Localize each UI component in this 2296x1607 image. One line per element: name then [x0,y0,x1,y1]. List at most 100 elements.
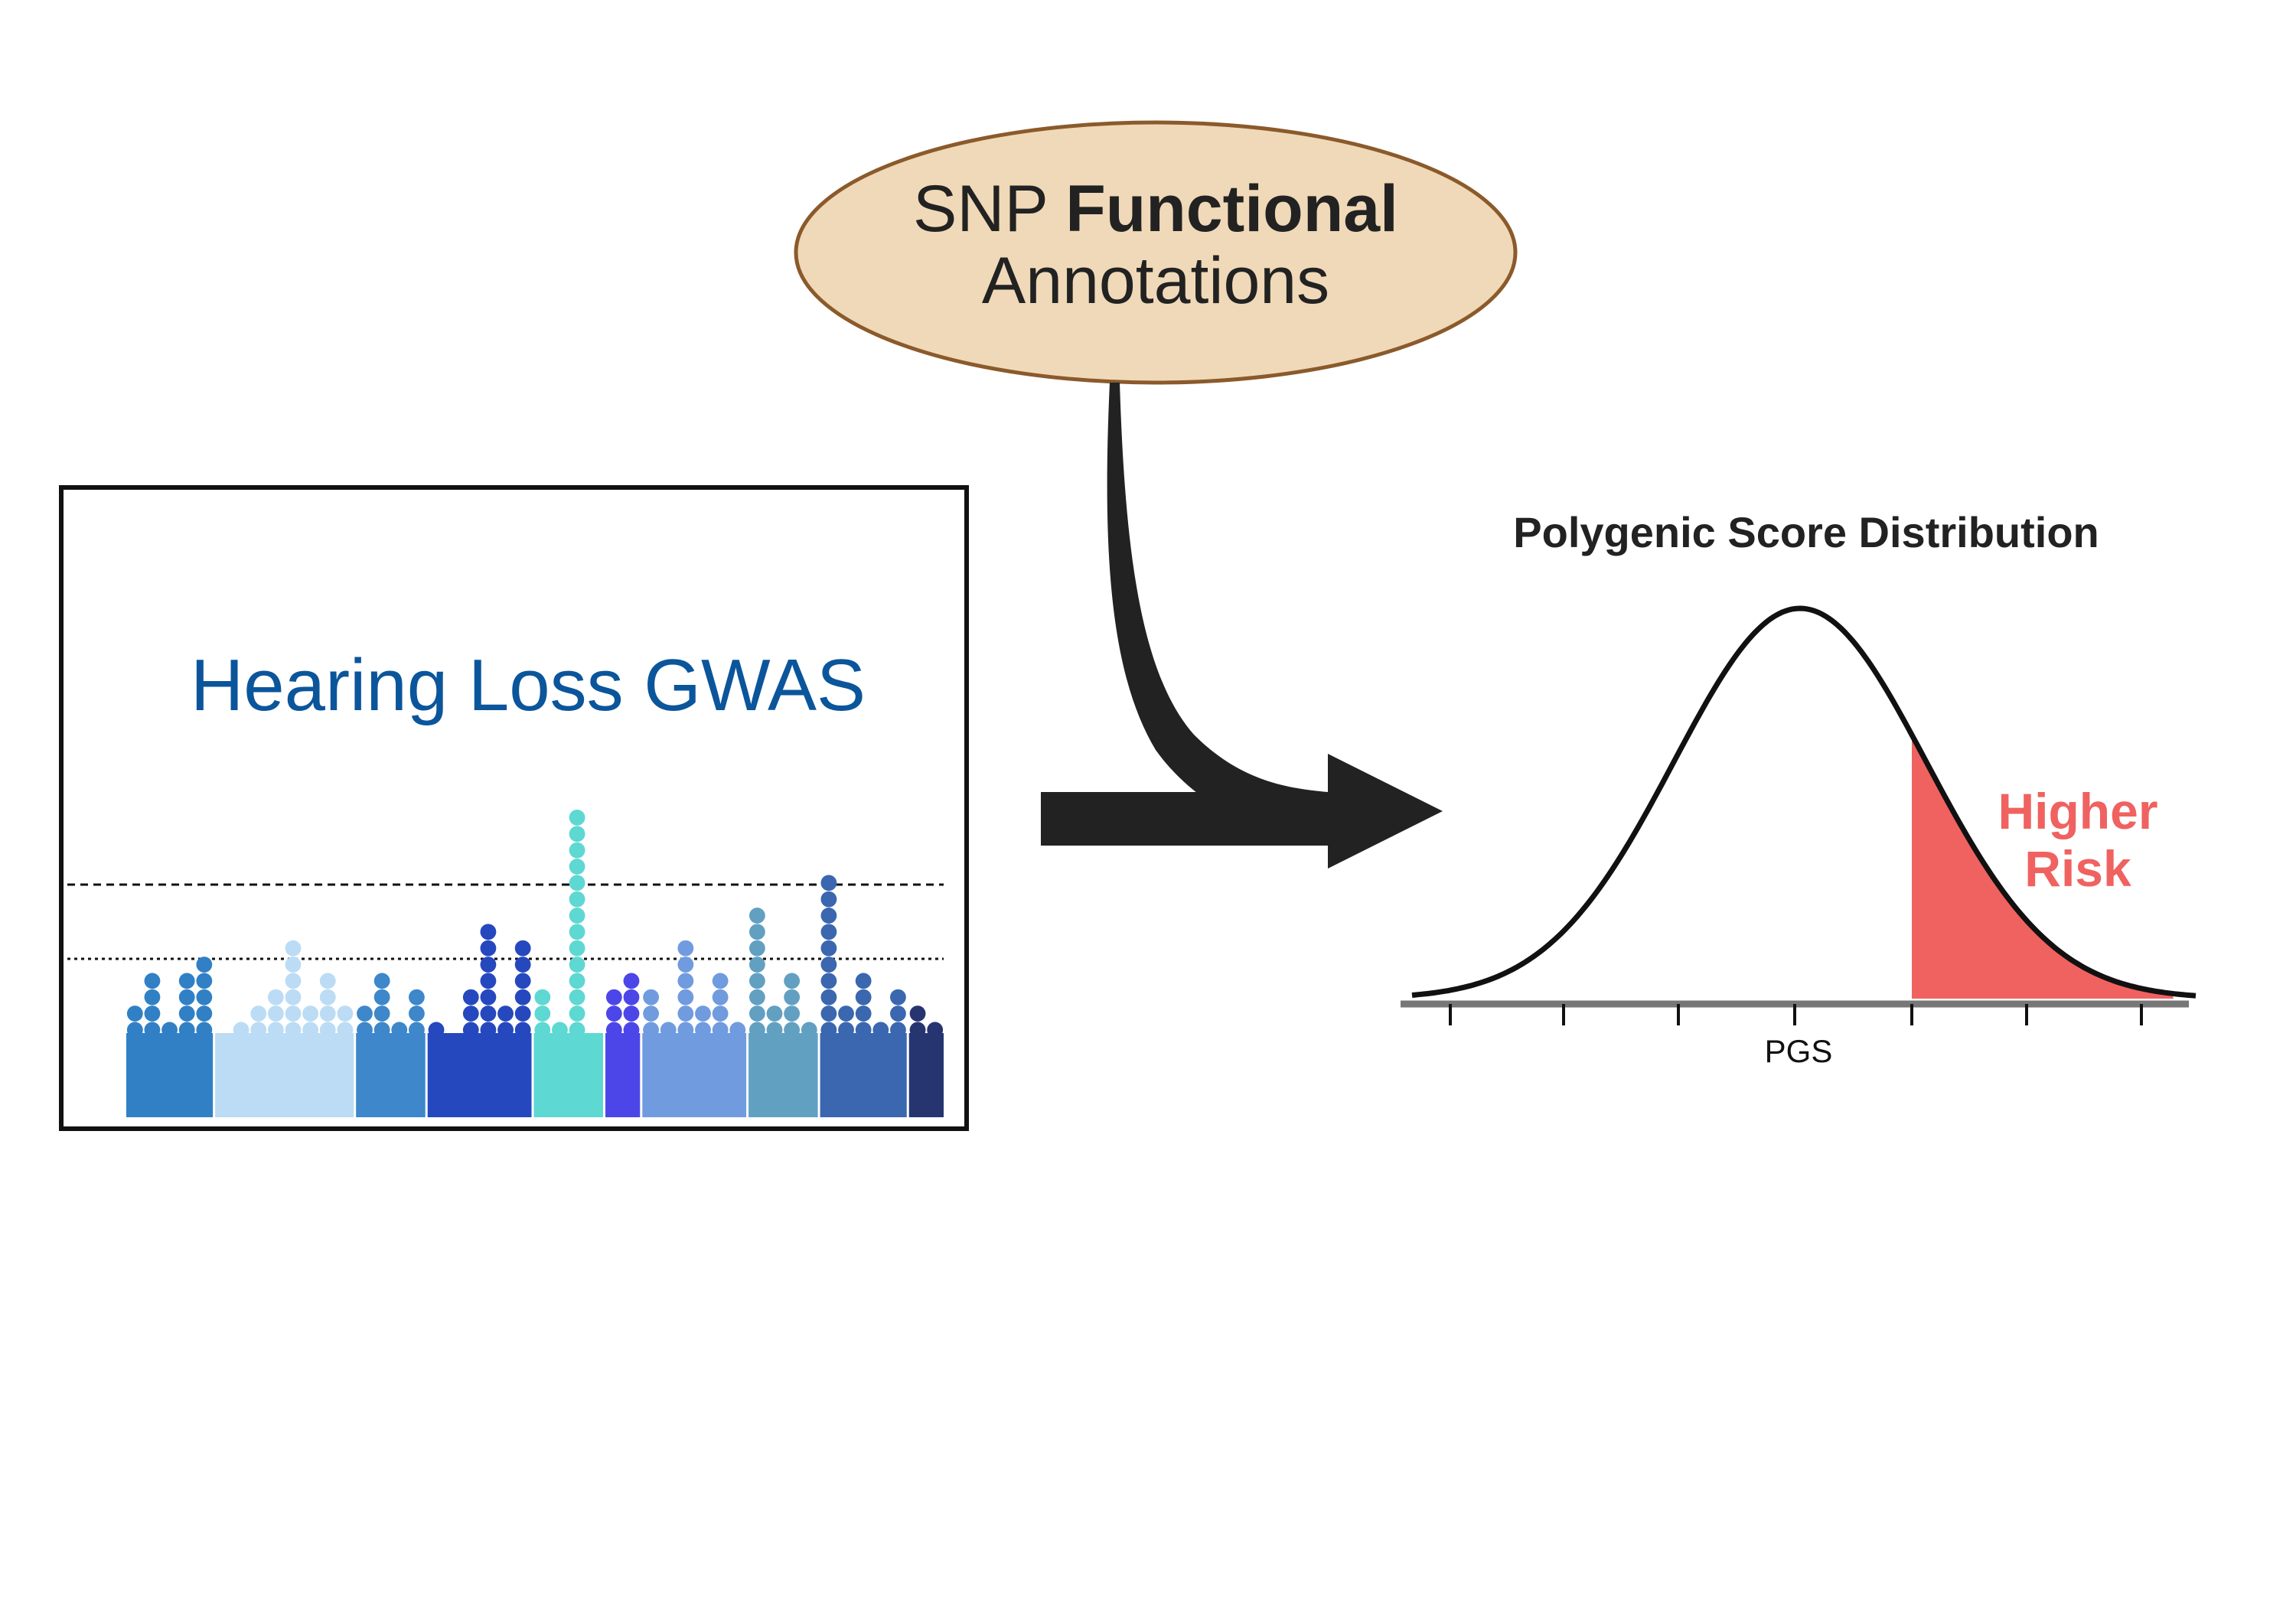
snp-point [569,891,585,908]
snp-point [514,1022,531,1038]
annotation-line2: Annotations [982,244,1329,318]
snp-point [337,1006,354,1022]
snp-point [373,989,390,1006]
pgs-title: Polygenic Score Distribution [1513,508,2099,556]
snp-point [285,957,302,973]
snp-point [748,924,765,940]
snp-point [909,1006,926,1022]
snp-point [605,1022,622,1038]
gwas-frame [59,485,969,1131]
snp-point [855,973,872,989]
snp-point [677,1022,694,1038]
annotation-ellipse [794,120,1518,385]
snp-point [196,957,213,973]
snp-point [569,940,585,957]
snp-point [890,989,906,1006]
snp-point [748,973,765,989]
higher-risk-label-line2: Risk [2024,840,2131,897]
snp-point [766,1022,783,1038]
snp-point [250,1006,267,1022]
snp-point [748,908,765,924]
chromosome-block [642,1033,747,1117]
snp-point [497,1022,514,1038]
snp-point [161,1022,178,1038]
snp-point [855,989,872,1006]
snp-point [534,989,551,1006]
snp-point [337,1022,354,1038]
snp-point [766,1006,783,1022]
snp-point [302,1022,319,1038]
snp-point [267,1006,284,1022]
snp-point [677,1006,694,1022]
snp-point [784,973,801,989]
snp-point [319,973,336,989]
higher-risk-label-line1: Higher [1998,783,2157,839]
snp-point [643,1006,660,1022]
snp-point [820,924,837,940]
snp-point [534,1022,551,1038]
snp-point [178,973,195,989]
snp-point [462,989,479,1006]
pgs-axis-ticks [1449,1004,2143,1025]
snp-point [820,1006,837,1022]
snp-point [712,1022,729,1038]
snp-point [144,989,161,1006]
snp-point [623,1022,640,1038]
chromosome-block [908,1033,944,1117]
snp-point [267,989,284,1006]
snp-point [196,1006,213,1022]
snp-point [569,809,585,826]
snp-point [855,1022,872,1038]
snp-point [784,989,801,1006]
snp-point [408,1006,425,1022]
snp-point [196,973,213,989]
snp-point [357,1006,373,1022]
straight-arrow [1041,792,1328,846]
chromosome-block [126,1033,214,1117]
snp-point [408,989,425,1006]
curved-arrow [1107,383,1443,869]
snp-point [480,973,497,989]
snp-point [890,1022,906,1038]
chromosome-block [427,1033,532,1117]
snp-point [196,989,213,1006]
manhattan-plot [126,809,944,1117]
snp-point [144,1006,161,1022]
snp-point [569,859,585,875]
snp-point [569,908,585,924]
chromosome-block [215,1033,354,1117]
snp-point [462,1022,479,1038]
snp-point [285,989,302,1006]
gwas-panel: Hearing Loss GWAS [59,485,969,1131]
snp-point [514,1006,531,1022]
snp-point [820,1022,837,1038]
snp-point [250,1022,267,1038]
chromosome-block [533,1033,604,1117]
snp-point [267,1022,284,1038]
snp-point [319,1022,336,1038]
snp-point [144,973,161,989]
snp-point [712,973,729,989]
snp-point [927,1022,944,1038]
snp-point [233,1022,249,1038]
annotation-node: SNP Functional Annotations [794,120,1518,385]
snp-point [695,1022,711,1038]
snp-point [569,842,585,859]
snp-point [677,989,694,1006]
snp-point [643,989,660,1006]
snp-point [820,957,837,973]
snp-point [677,940,694,957]
snp-point [480,1022,497,1038]
snp-point [820,973,837,989]
snp-point [373,1022,390,1038]
snp-point [712,1006,729,1022]
curved-arrow-body [1107,383,1443,869]
snp-point [126,1022,143,1038]
snp-point [712,989,729,1006]
snp-point [677,957,694,973]
snp-point [480,940,497,957]
snp-point [373,973,390,989]
snp-point [623,989,640,1006]
snp-point [820,891,837,908]
snp-point [569,973,585,989]
